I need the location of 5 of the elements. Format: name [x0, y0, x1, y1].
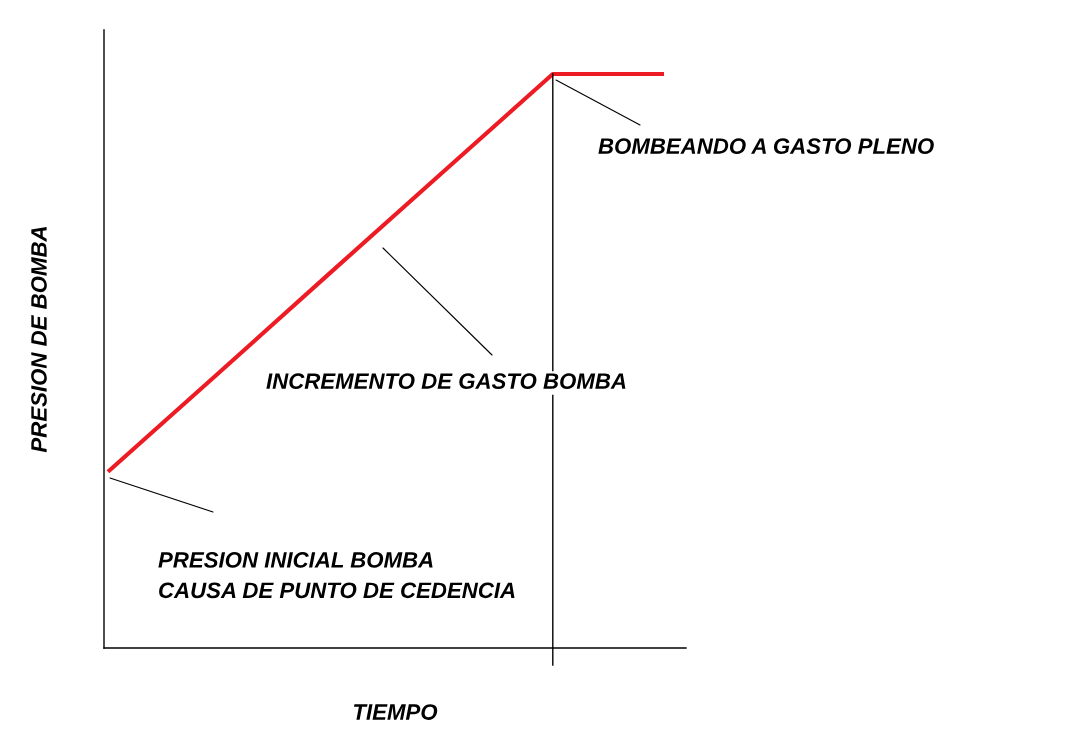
annotation: PRESION INICIAL BOMBA CAUSA DE PUNTO DE CEDENCIA — [158, 552, 515, 599]
x-axis-title: TIEMPO — [353, 704, 438, 720]
annotation: INCREMENTO DE GASTO BOMBA — [266, 373, 626, 389]
y-axis-title: PRESION DE BOMBA — [31, 227, 47, 453]
annotation: BOMBEANDO A GASTO PLENO — [598, 138, 934, 154]
